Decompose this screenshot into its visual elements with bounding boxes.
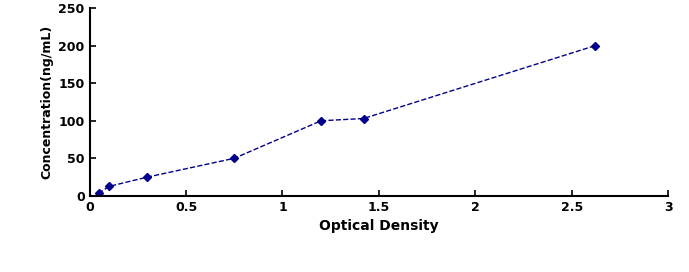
- Y-axis label: Concentration(ng/mL): Concentration(ng/mL): [40, 25, 53, 179]
- X-axis label: Optical Density: Optical Density: [319, 219, 439, 233]
